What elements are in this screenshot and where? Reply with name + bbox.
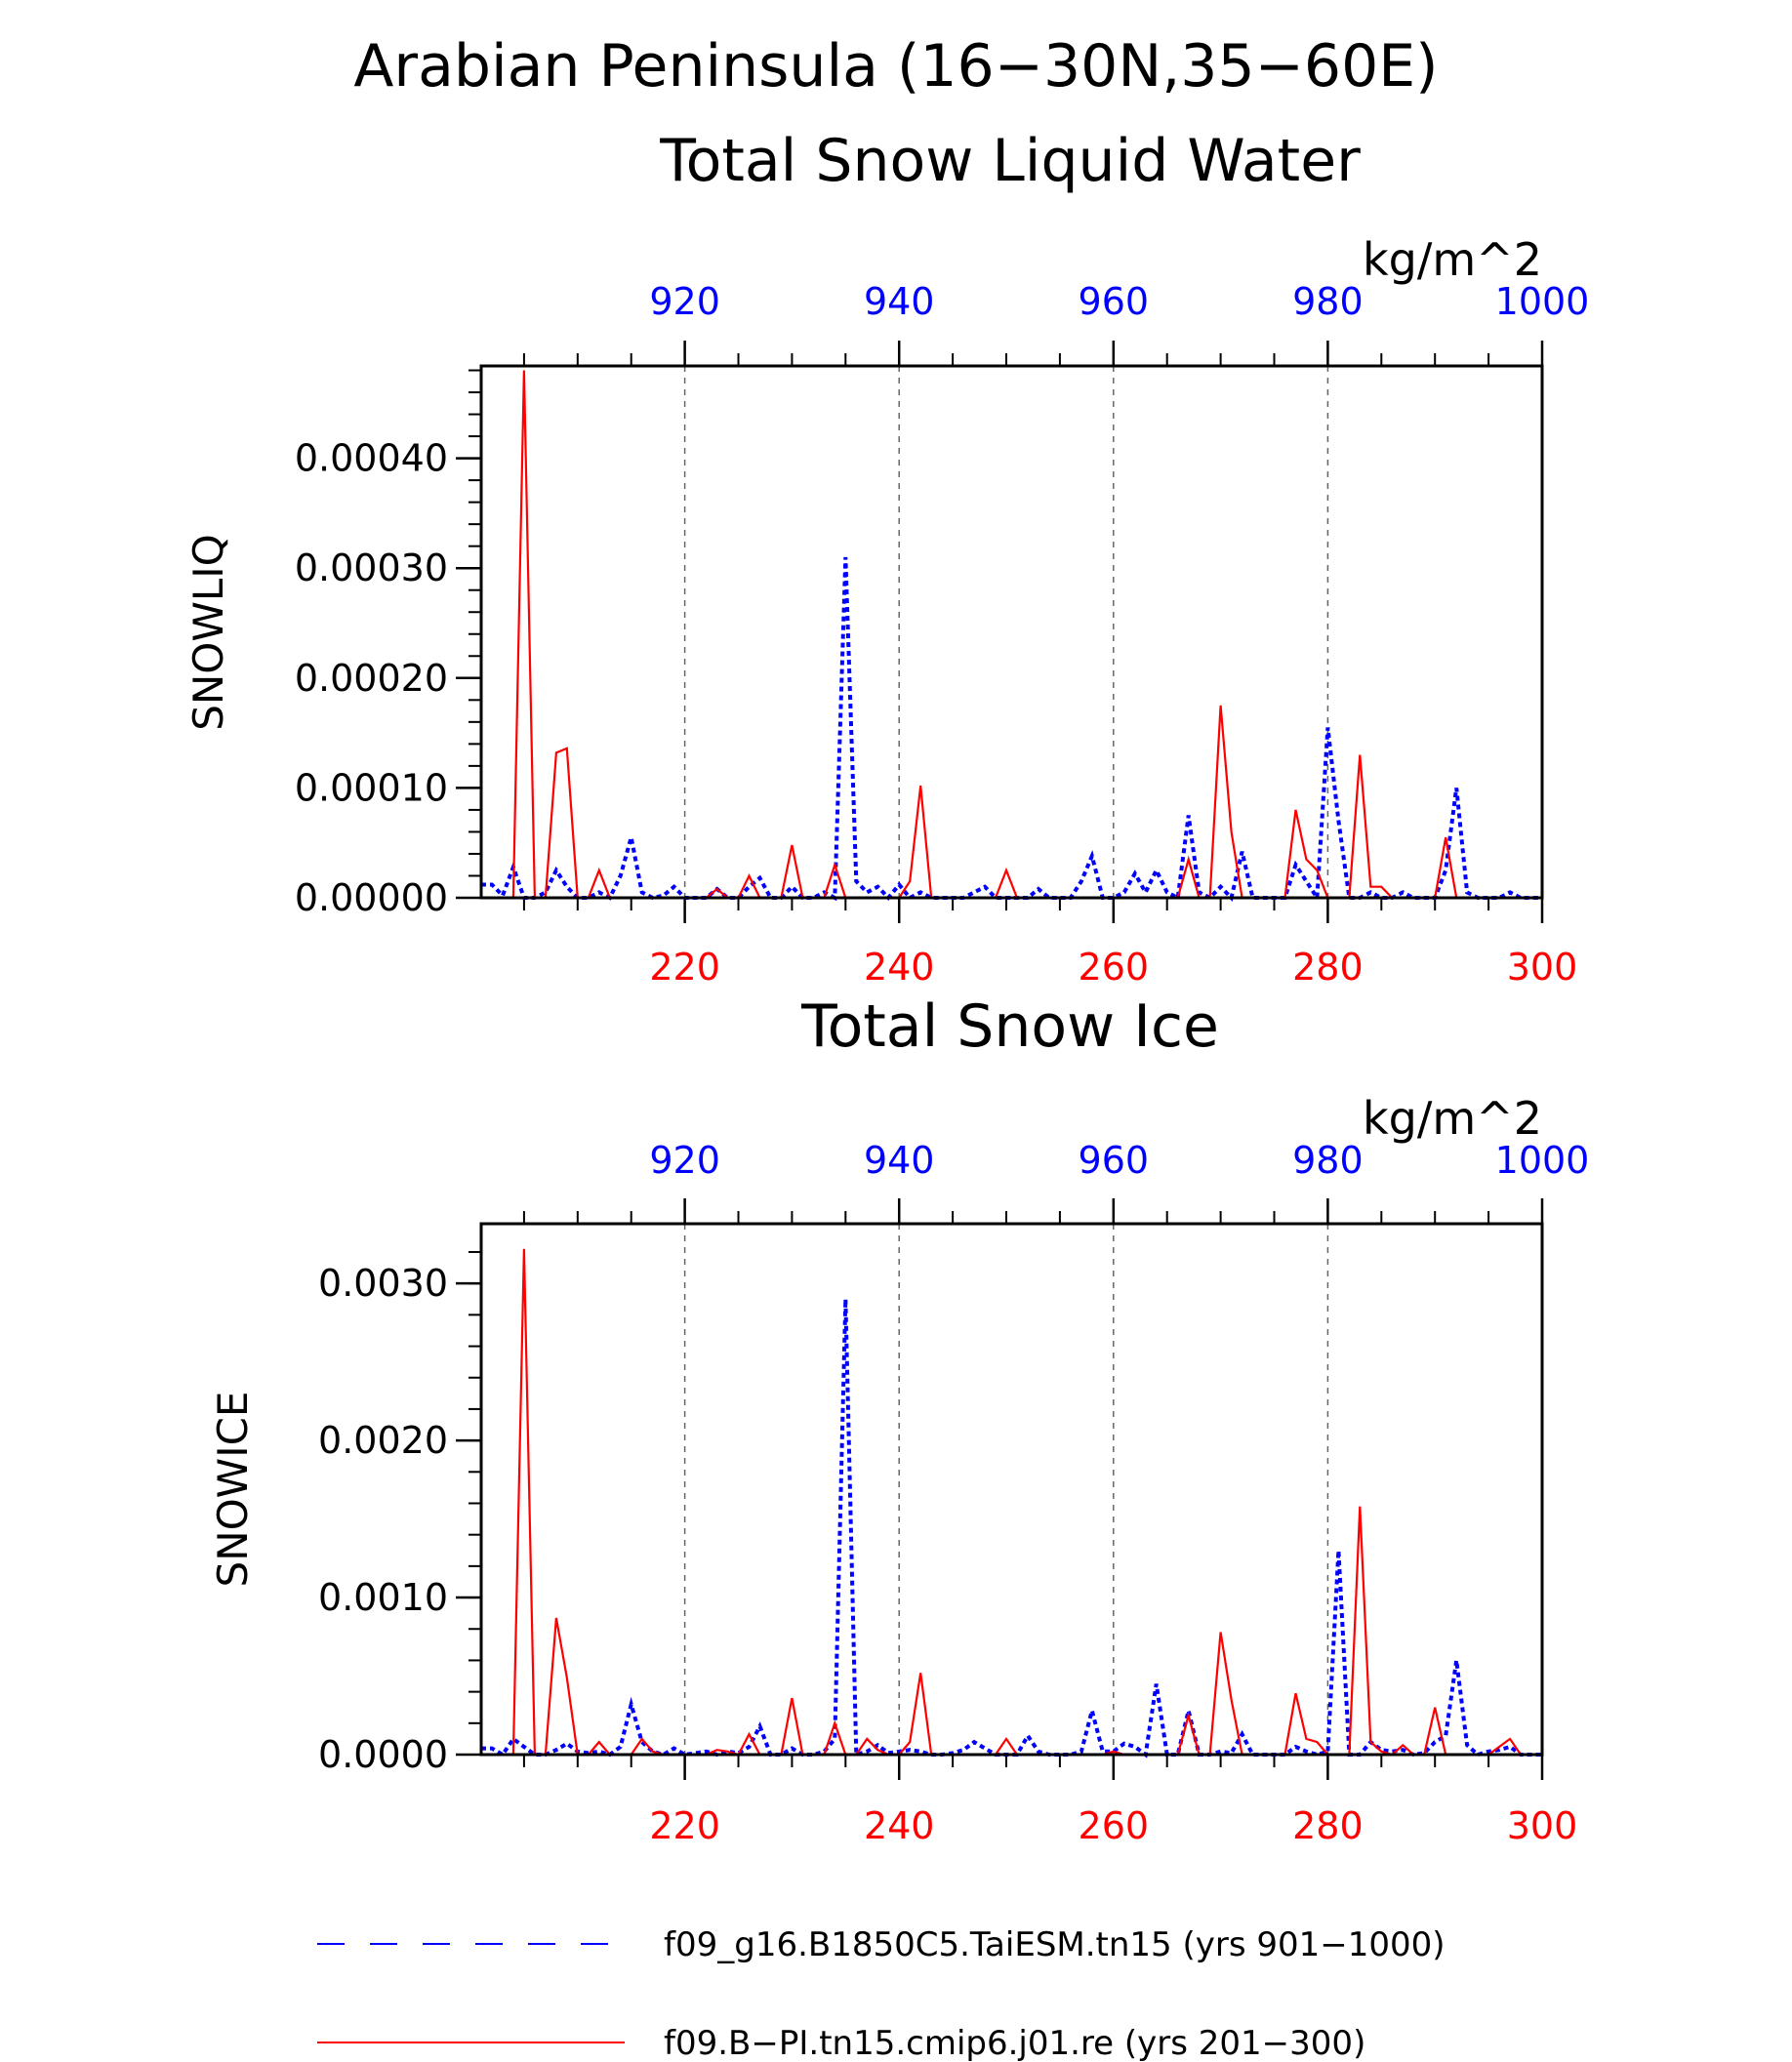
y-tick-label: 0.00020: [295, 657, 448, 700]
x-bottom-tick-label: 220: [649, 1804, 720, 1847]
legend-label: f09_g16.B1850C5.TaiESM.tn15 (yrs 901−100…: [664, 1925, 1446, 1964]
legend-label: f09.B−PI.tn15.cmip6.j01.re (yrs 201−300): [664, 2024, 1365, 2062]
y-tick-label: 0.00000: [295, 876, 448, 919]
x-bottom-tick-label: 300: [1507, 1804, 1578, 1847]
y-tick-label: 0.0030: [318, 1262, 448, 1305]
x-bottom-tick-label: 260: [1079, 946, 1150, 989]
panels: Total Snow Liquid Waterkg/m^20.000000.00…: [184, 127, 1589, 1847]
x-bottom-tick-label: 280: [1292, 946, 1364, 989]
x-bottom-tick-label: 220: [649, 946, 720, 989]
chart-panel: Total Snow Ice kg/m^2 0.0000 0.0010 0.0020 0.…: [209, 992, 1589, 1847]
x-top-tick-label: 1000: [1495, 1139, 1590, 1182]
plot-frame: [479, 364, 1544, 900]
x-top-tick-label: 940: [864, 1139, 935, 1182]
y-tick-label: 0.0000: [318, 1733, 448, 1776]
y-tick-label: 0.0020: [318, 1419, 448, 1462]
x-top-tick-label: 980: [1292, 1139, 1364, 1182]
x-bottom-tick-label: 300: [1507, 946, 1578, 989]
x-top-tick-label: 920: [649, 280, 720, 323]
y-tick-label: 0.00030: [295, 546, 448, 589]
units-label: kg/m^2: [1363, 1092, 1542, 1145]
panel-title: Total Snow Liquid Water: [659, 127, 1361, 195]
x-top-tick-label: 960: [1079, 280, 1150, 323]
x-top-tick-label: 980: [1292, 280, 1364, 323]
y-axis-label: SNOWICE: [209, 1392, 257, 1588]
x-top-tick-label: 960: [1079, 1139, 1150, 1182]
x-bottom-tick-label: 280: [1292, 1804, 1364, 1847]
units-label: kg/m^2: [1363, 233, 1542, 286]
x-top-tick-label: 920: [649, 1139, 720, 1182]
legend: f09_g16.B1850C5.TaiESM.tn15 (yrs 901−100…: [317, 1925, 1446, 2062]
y-axis-label: SNOWLIQ: [184, 534, 232, 731]
x-bottom-tick-label: 240: [864, 1804, 935, 1847]
series-line-red-solid: [481, 1248, 1542, 1757]
y-tick-label: 0.00040: [295, 437, 448, 480]
plot-frame: [479, 1222, 1544, 1757]
x-bottom-tick-label: 260: [1079, 1804, 1150, 1847]
x-top-tick-label: 940: [864, 280, 935, 323]
x-bottom-tick-label: 240: [864, 946, 935, 989]
panel-title: Total Snow Ice: [800, 992, 1219, 1061]
figure-title: Arabian Peninsula (16−30N,35−60E): [353, 32, 1438, 101]
y-tick-label: 0.00010: [295, 766, 448, 809]
y-tick-label: 0.0010: [318, 1576, 448, 1619]
x-top-tick-label: 1000: [1495, 280, 1590, 323]
